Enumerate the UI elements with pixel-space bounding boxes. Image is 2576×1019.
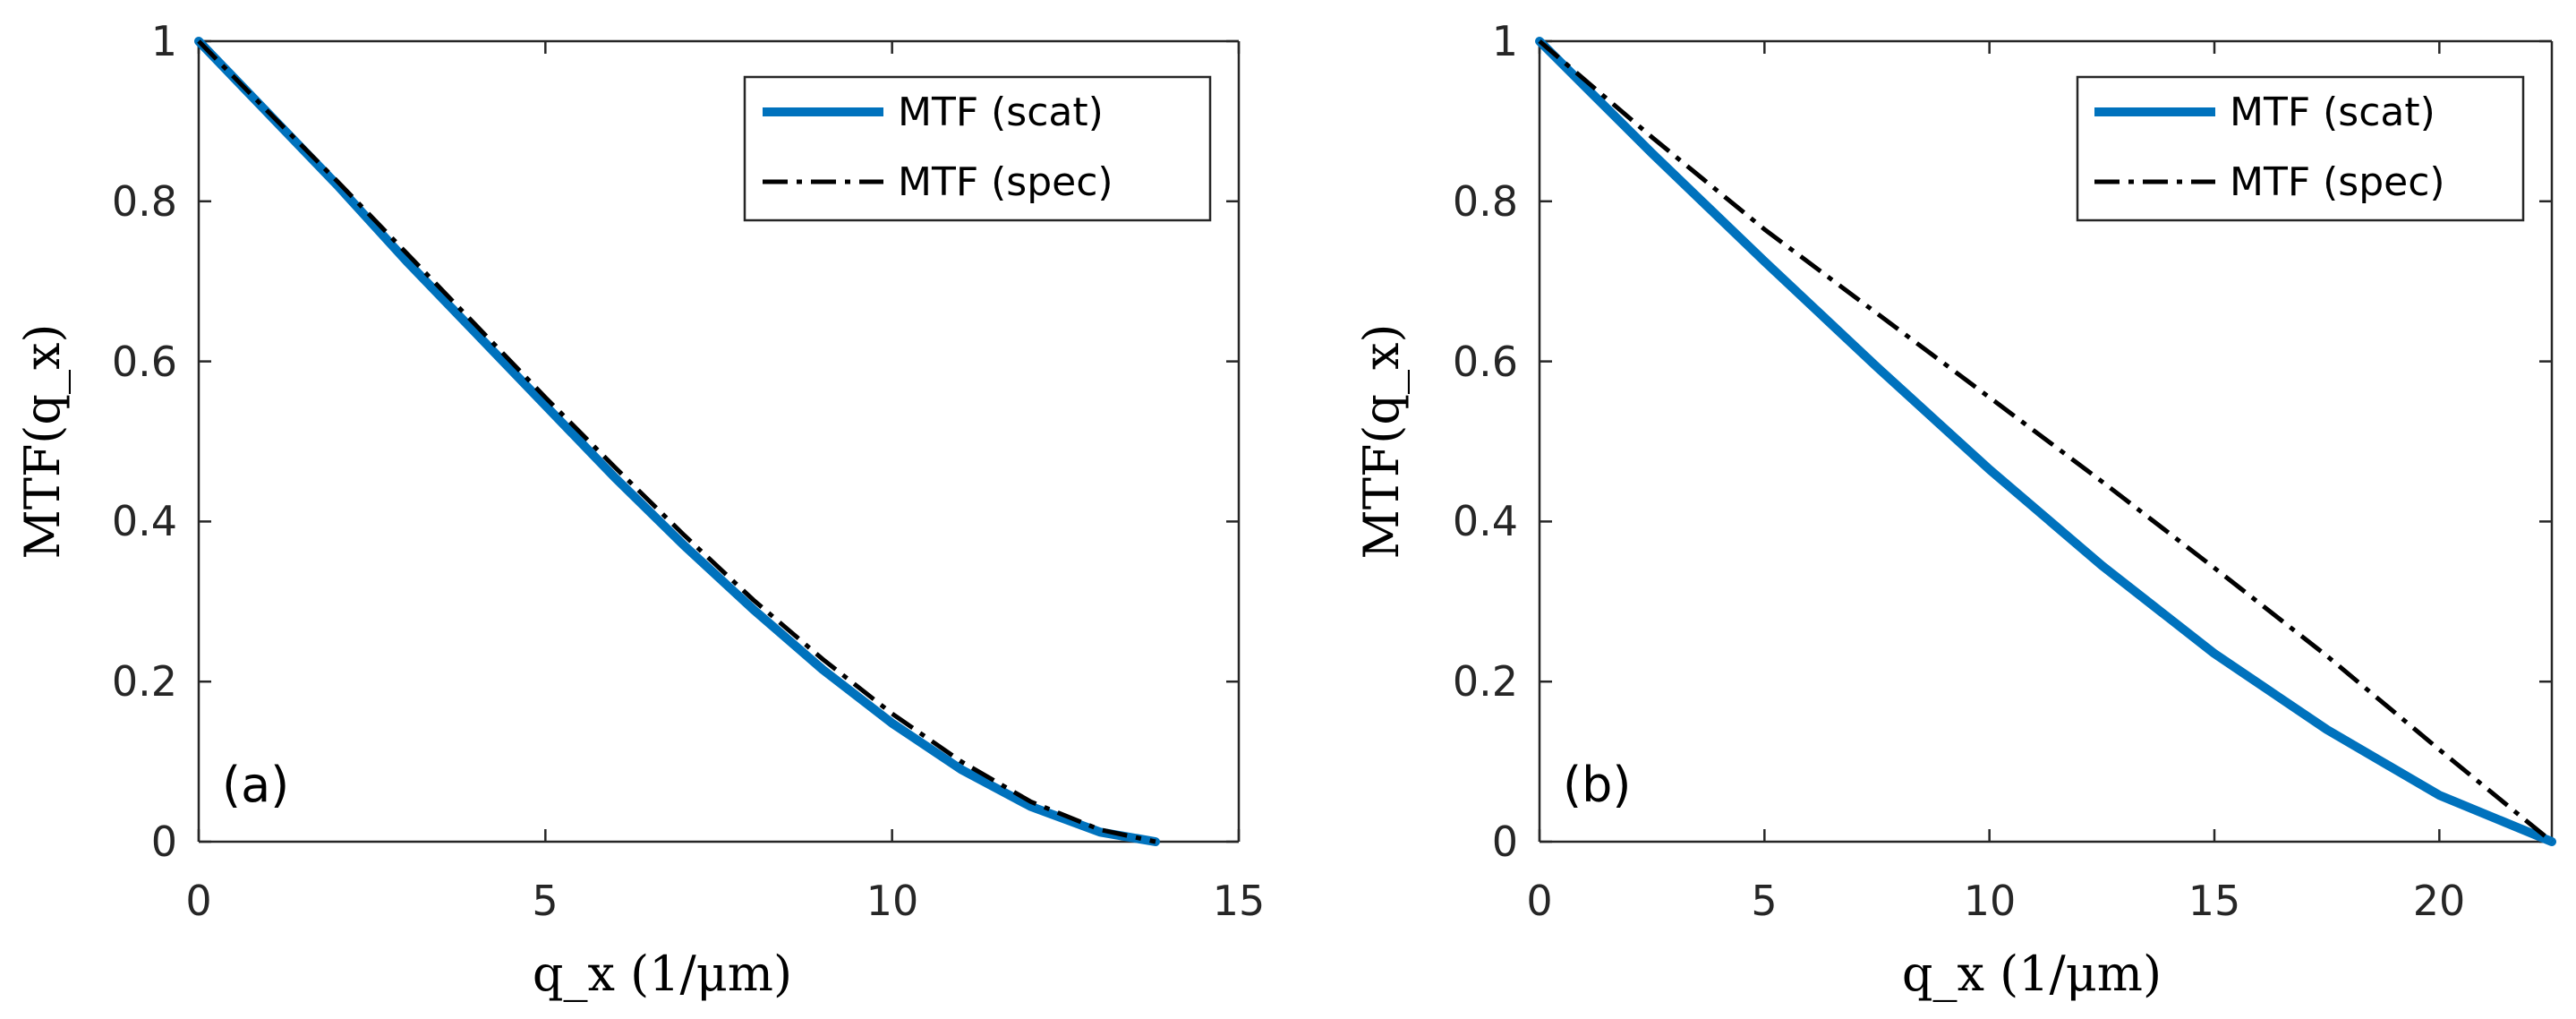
x-tick-label-b-2: 10 [1964, 877, 2017, 925]
legend-label-b-mtf-scat: MTF (scat) [2230, 90, 2435, 135]
y-tick-label-a-2: 0.4 [112, 497, 177, 545]
x-tick-label-b-0: 0 [1526, 877, 1552, 925]
y-axis-title-b: MTF(q_x) [1353, 324, 1410, 560]
legend-box-b [2076, 75, 2525, 222]
panel-label-a: (a) [222, 757, 289, 813]
x-tick-label-a-3: 15 [1213, 877, 1266, 925]
y-tick-label-b-3: 0.6 [1453, 338, 1518, 386]
legend-label-a-mtf-scat: MTF (scat) [898, 90, 1104, 135]
legend-b: MTF (scat) MTF (spec) [2076, 75, 2525, 222]
series-line-a-mtf-scat [194, 37, 1160, 846]
series-line-b-mtf-spec [1538, 39, 2554, 843]
y-tick-label-a-0: 0 [151, 818, 177, 866]
y-tick-label-a-4: 0.8 [112, 177, 177, 226]
legend-a: MTF (scat) MTF (spec) [743, 75, 1212, 222]
legend-label-a-mtf-spec: MTF (spec) [898, 159, 1113, 205]
x-axis-title-b: q_x (1/μm) [1902, 946, 2162, 1002]
series-line-a-mtf-spec [197, 39, 1156, 844]
series-line-b-mtf-scat [1535, 37, 2556, 846]
y-tick-label-b-1: 0.2 [1453, 657, 1518, 706]
y-tick-label-b-4: 0.8 [1453, 177, 1518, 226]
legend-box-a [743, 75, 1212, 222]
chart-a: 0 5 10 15 0 0.2 0.4 0.6 0.8 1 (a) MTF (s… [14, 17, 1265, 1002]
y-tick-label-b-2: 0.4 [1453, 497, 1518, 545]
legend-label-b-mtf-spec: MTF (spec) [2230, 159, 2445, 205]
x-tick-label-a-1: 5 [532, 877, 558, 925]
x-tick-label-a-0: 0 [185, 877, 211, 925]
panel-label-b: (b) [1563, 757, 1631, 813]
x-tick-label-b-1: 5 [1751, 877, 1777, 925]
x-tick-label-a-2: 10 [866, 877, 919, 925]
y-tick-label-b-0: 0 [1492, 818, 1518, 866]
y-tick-label-a-5: 1 [151, 17, 177, 65]
y-tick-label-a-3: 0.6 [112, 338, 177, 386]
chart-b: 0 5 10 15 20 0 0.2 0.4 0.6 0.8 1 (b) MTF… [1353, 17, 2556, 1002]
y-tick-label-a-1: 0.2 [112, 657, 177, 706]
x-tick-label-b-4: 20 [2413, 877, 2466, 925]
y-tick-label-b-5: 1 [1492, 17, 1518, 65]
y-axis-title-a: MTF(q_x) [14, 324, 71, 560]
x-axis-title-a: q_x (1/μm) [533, 946, 792, 1002]
x-tick-label-b-3: 15 [2188, 877, 2241, 925]
